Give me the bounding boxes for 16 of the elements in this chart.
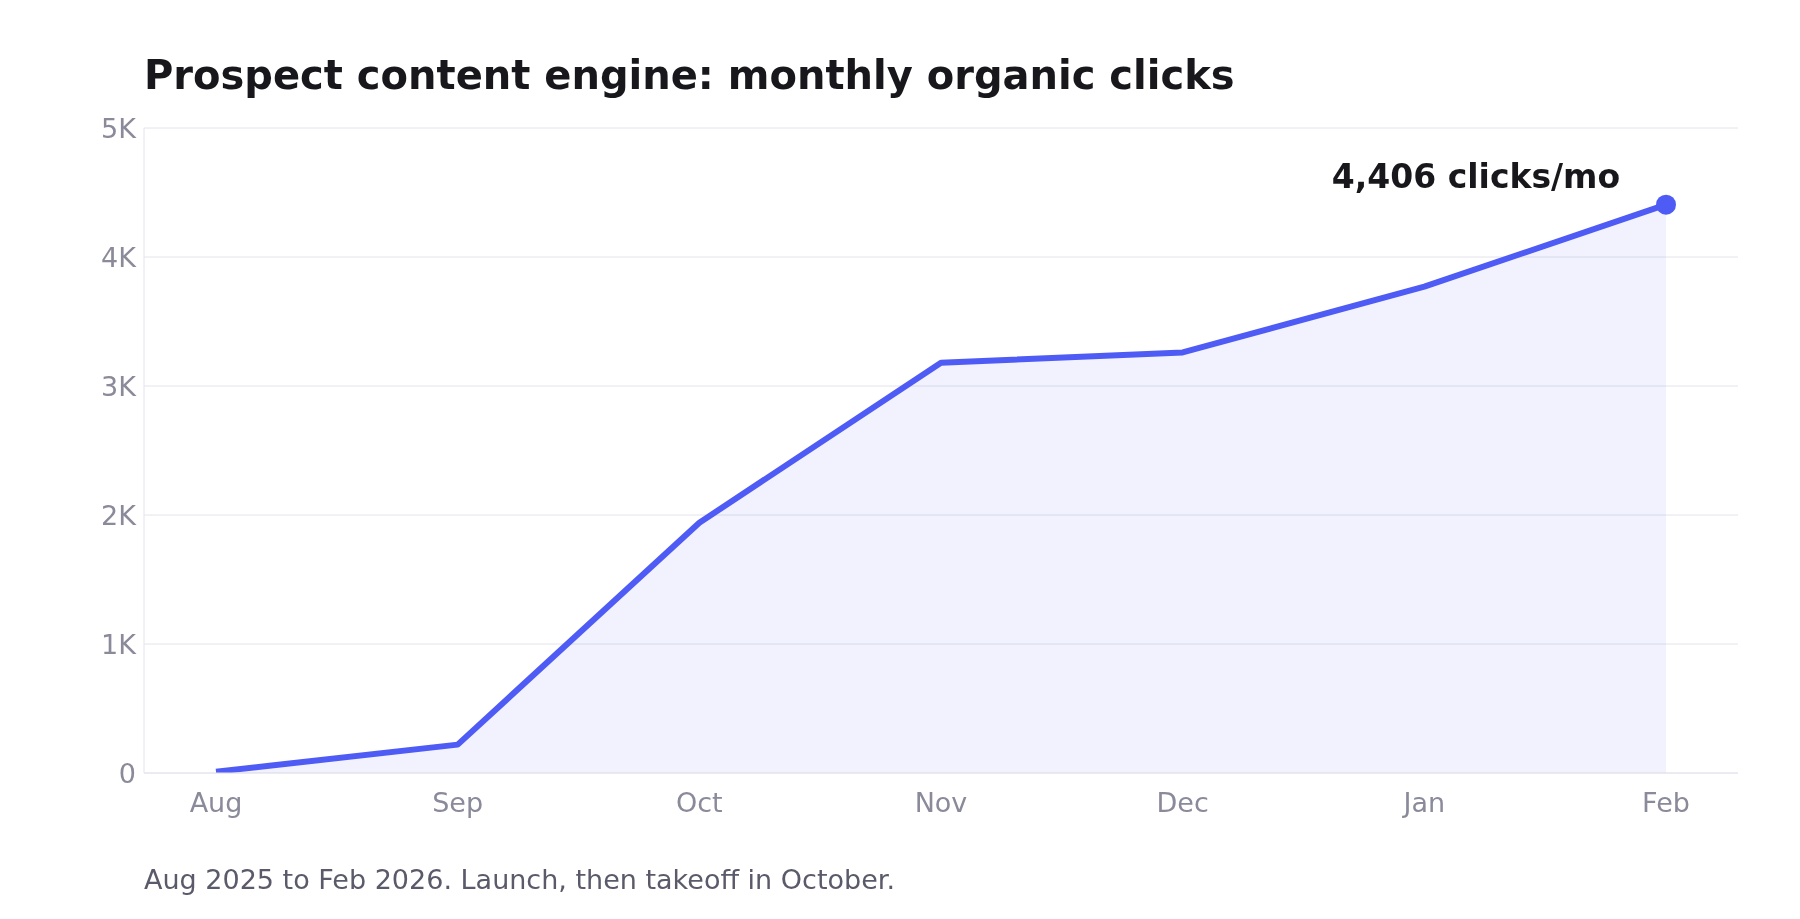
chart-title: Prospect content engine: monthly organic clicks: [144, 52, 1235, 98]
y-tick-label: 0: [118, 757, 136, 789]
x-tick-label: Sep: [432, 787, 484, 819]
y-tick-label: 2K: [101, 499, 138, 531]
y-tick-label: 5K: [101, 112, 138, 144]
annotation: 4,406 clicks/mo: [1331, 156, 1621, 196]
x-tick-label: Oct: [675, 787, 723, 819]
text: Aug 2025 to Feb 2026. Launch, then takeoff in October.: [144, 864, 895, 895]
y-tick-label: 3K: [101, 370, 138, 402]
y-tick-label: 1K: [101, 628, 138, 660]
x-tick-label: Jan: [1401, 787, 1446, 819]
x-tick-label: Aug: [189, 787, 243, 819]
x-tick-label: Dec: [1156, 787, 1209, 819]
x-tick-label: Nov: [914, 787, 968, 819]
x-tick-label: Feb: [1642, 787, 1690, 819]
y-tick-label: 4K: [101, 241, 138, 273]
